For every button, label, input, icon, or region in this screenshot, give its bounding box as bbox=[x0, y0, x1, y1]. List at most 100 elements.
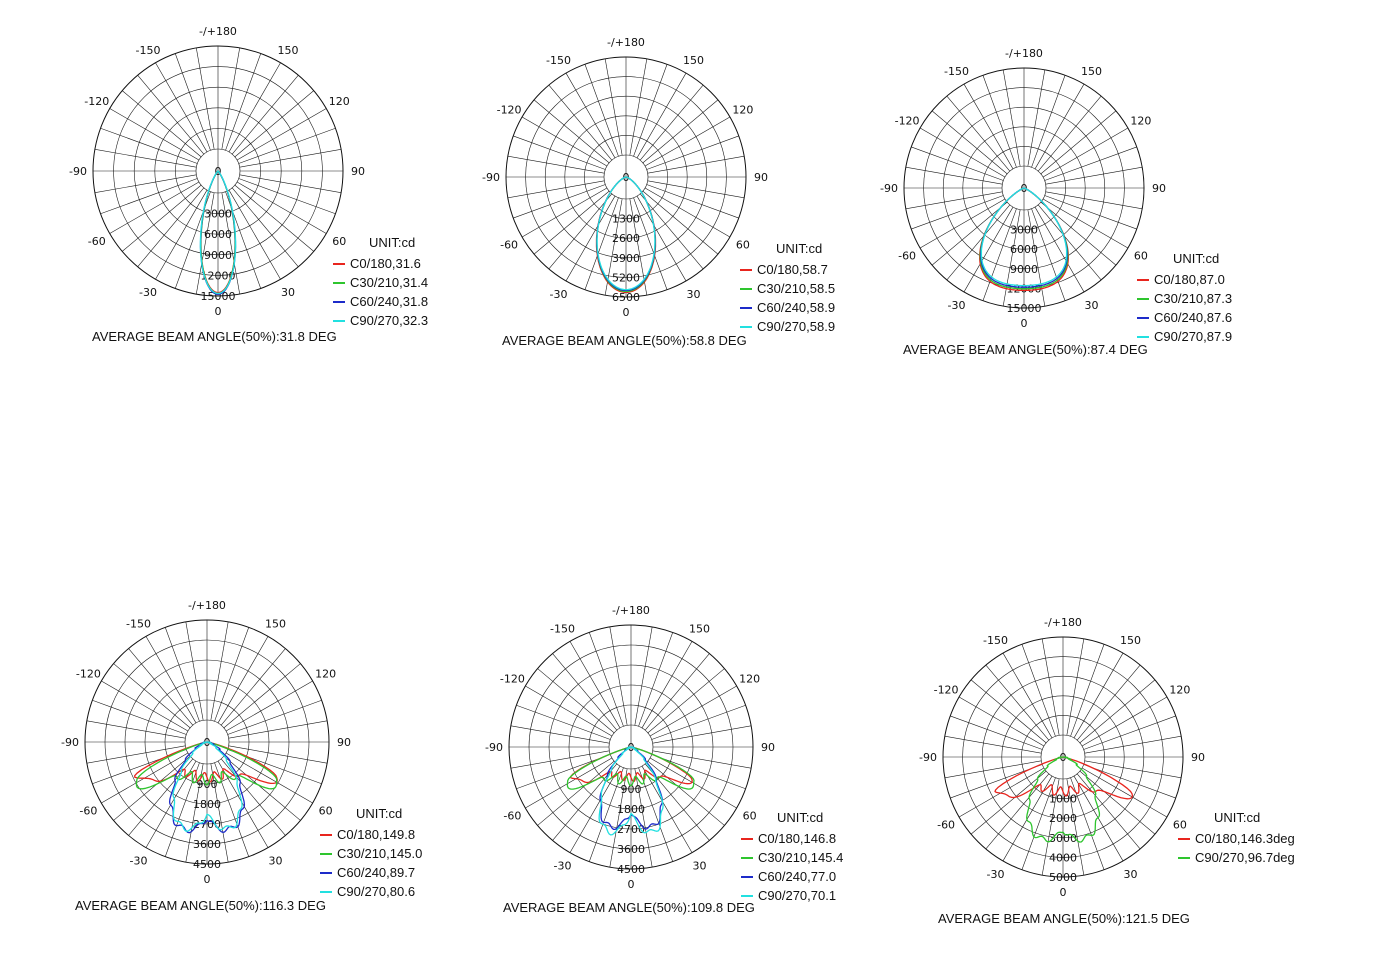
angle-label: 30 bbox=[269, 855, 283, 868]
radial-line bbox=[638, 632, 674, 727]
angle-label: -120 bbox=[895, 115, 920, 128]
radial-line bbox=[122, 184, 202, 252]
ring-value-label: 12000 bbox=[201, 269, 236, 282]
angle-label: 0 bbox=[215, 305, 222, 318]
angle-label: -30 bbox=[550, 288, 568, 301]
angle-label: 60 bbox=[743, 810, 757, 823]
legend-entry: C90/270,58.9 bbox=[757, 319, 835, 334]
ring-value-label: 3600 bbox=[193, 838, 221, 851]
radial-line bbox=[221, 192, 241, 295]
legend-entry: C0/180,31.6 bbox=[350, 256, 421, 271]
radial-line bbox=[950, 715, 1043, 750]
legend-entry: C60/240,77.0 bbox=[758, 869, 836, 884]
radial-line bbox=[652, 750, 752, 769]
angle-label: -120 bbox=[76, 668, 101, 681]
radial-line bbox=[633, 197, 668, 290]
radial-line bbox=[1002, 69, 1021, 167]
radial-line bbox=[647, 760, 725, 826]
radial-line bbox=[1066, 778, 1085, 876]
radial-line bbox=[1021, 644, 1056, 737]
angle-label: 120 bbox=[329, 95, 350, 108]
angle-label: -30 bbox=[139, 286, 157, 299]
angle-label: 0 bbox=[204, 873, 211, 886]
radial-line bbox=[1066, 638, 1085, 736]
angle-label: -30 bbox=[948, 299, 966, 312]
radial-line bbox=[946, 204, 1011, 281]
radial-line bbox=[101, 680, 189, 732]
radial-line bbox=[220, 758, 286, 836]
angle-label: -60 bbox=[500, 239, 518, 252]
radial-line bbox=[533, 190, 610, 255]
radial-line bbox=[1076, 664, 1141, 741]
series-curve bbox=[199, 170, 237, 295]
radial-line bbox=[1044, 146, 1137, 181]
radial-line bbox=[223, 755, 301, 821]
radial-line bbox=[210, 763, 229, 863]
angle-label: -/+180 bbox=[612, 604, 650, 617]
radial-line bbox=[944, 735, 1042, 754]
angle-label: -/+180 bbox=[1044, 616, 1082, 629]
radial-line bbox=[565, 195, 616, 282]
legend-entry: C90/270,96.7deg bbox=[1195, 850, 1295, 865]
legend-entry: C30/210,145.4 bbox=[758, 850, 843, 865]
radial-line bbox=[1076, 773, 1141, 850]
unit-label: UNIT:cd bbox=[1214, 810, 1260, 825]
ring-value-label: 1800 bbox=[617, 803, 645, 816]
ring-value-label: 4500 bbox=[617, 863, 645, 876]
radial-line bbox=[646, 135, 739, 170]
angle-label: -120 bbox=[497, 104, 522, 117]
radial-line bbox=[639, 84, 704, 161]
radial-line bbox=[982, 208, 1017, 301]
radial-line bbox=[1079, 679, 1156, 744]
radial-line bbox=[985, 664, 1050, 741]
radial-line bbox=[1084, 760, 1182, 779]
radial-line bbox=[1042, 127, 1129, 178]
radial-line bbox=[1083, 764, 1176, 799]
radial-line bbox=[652, 725, 752, 744]
angle-label: 60 bbox=[332, 235, 346, 248]
average-beam-angle-label: AVERAGE BEAM ANGLE(50%):121.5 DEG bbox=[938, 911, 1190, 926]
angle-label: 60 bbox=[1173, 819, 1187, 832]
radial-line bbox=[174, 53, 211, 151]
angle-label: -30 bbox=[554, 860, 572, 873]
radial-line bbox=[238, 127, 336, 164]
radial-line bbox=[525, 685, 613, 737]
angle-label: 90 bbox=[1191, 751, 1205, 764]
angle-label: -60 bbox=[937, 819, 955, 832]
radial-line bbox=[1073, 652, 1124, 739]
radial-line bbox=[982, 75, 1017, 168]
radial-line bbox=[584, 197, 619, 290]
radial-line bbox=[225, 752, 313, 804]
angle-label: 120 bbox=[315, 668, 336, 681]
radial-line bbox=[634, 768, 653, 868]
radial-line bbox=[128, 758, 194, 836]
radial-line bbox=[569, 641, 621, 729]
radial-line bbox=[963, 83, 1014, 170]
polar-chart-4: -/+1801501209060300-30-60-90-120-1500900… bbox=[61, 599, 422, 913]
angle-label: -90 bbox=[482, 171, 500, 184]
radial-line bbox=[155, 189, 208, 280]
radial-line bbox=[946, 95, 1011, 172]
radial-line bbox=[217, 636, 269, 724]
polar-chart-6: -/+1801501209060300-30-60-90-120-1500100… bbox=[919, 616, 1295, 926]
radial-line bbox=[94, 174, 197, 194]
radial-line bbox=[228, 720, 328, 739]
radial-line bbox=[1081, 767, 1168, 818]
angle-label: -60 bbox=[898, 250, 916, 263]
angle-label: -60 bbox=[79, 805, 97, 818]
radial-line bbox=[113, 755, 191, 821]
angle-label: -120 bbox=[934, 684, 959, 697]
legend-entry: C0/180,149.8 bbox=[337, 827, 415, 842]
polar-chart-5: -/+1801501209060300-30-60-90-120-1500900… bbox=[485, 604, 843, 915]
radial-line bbox=[911, 195, 1004, 230]
radial-line bbox=[513, 184, 606, 219]
radial-line bbox=[521, 187, 608, 238]
radial-line bbox=[510, 725, 610, 744]
radial-line bbox=[919, 127, 1006, 178]
radial-line bbox=[1045, 191, 1143, 210]
angle-label: -150 bbox=[546, 54, 571, 67]
radial-line bbox=[164, 762, 200, 857]
ring-value-label: 3000 bbox=[1010, 224, 1038, 237]
angle-label: 150 bbox=[278, 44, 299, 57]
radial-line bbox=[919, 198, 1006, 249]
